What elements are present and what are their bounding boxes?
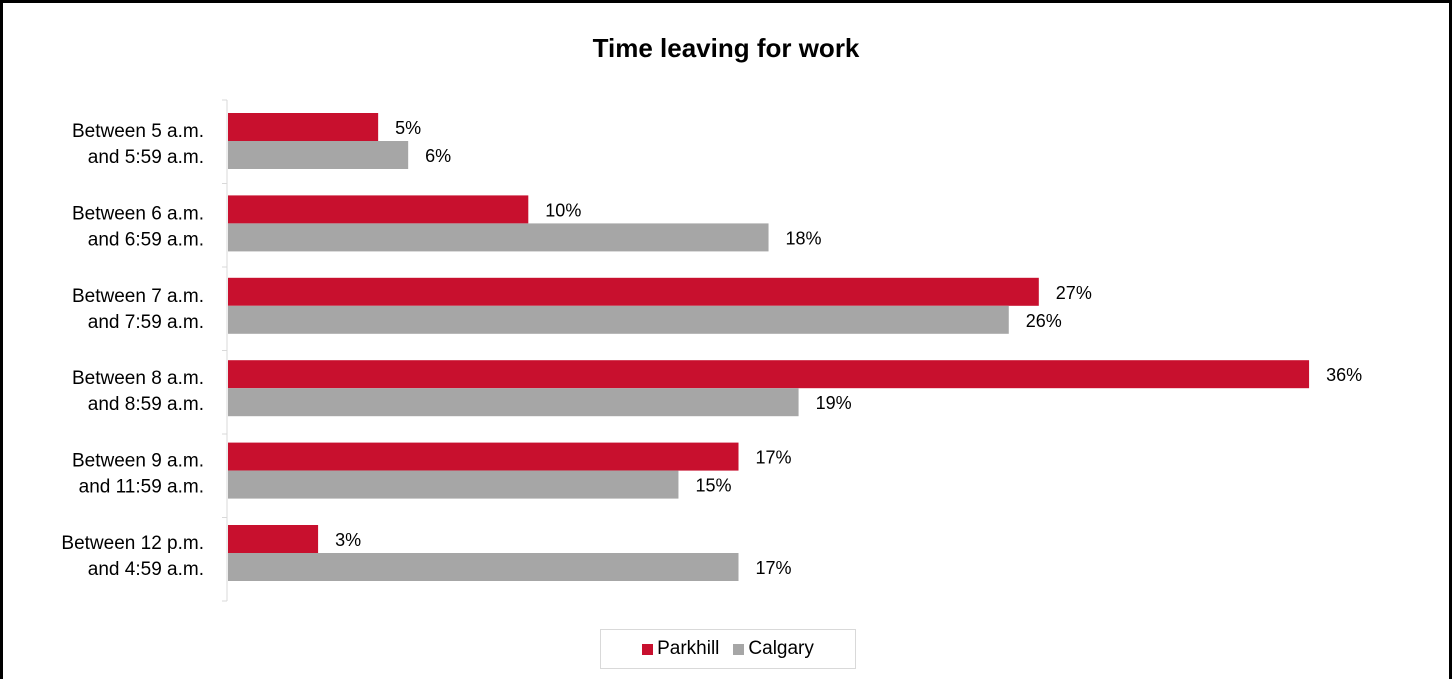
data-label: 17% — [756, 448, 792, 468]
data-label: 27% — [1056, 283, 1092, 303]
legend-swatch-calgary — [733, 643, 745, 655]
category-label-line: Between 7 a.m. — [72, 286, 204, 307]
data-label: 3% — [335, 530, 361, 550]
category-label: Between 9 a.m. and 11:59 a.m. — [72, 451, 204, 498]
category-label-line: Between 6 a.m. — [72, 203, 204, 224]
data-label: 5% — [395, 118, 421, 138]
bar-calgary — [228, 470, 679, 499]
data-label: 10% — [545, 200, 581, 220]
data-label: 26% — [1026, 311, 1062, 331]
legend-item-calgary: Calgary — [733, 638, 814, 660]
category-label-line: and 4:59 a.m. — [88, 559, 204, 580]
category-label-line: Between 9 a.m. — [72, 451, 204, 472]
category-label: Between 8 a.m. and 8:59 a.m. — [72, 368, 204, 415]
bar-calgary — [228, 223, 769, 252]
category-label-line: and 8:59 a.m. — [88, 394, 204, 415]
bar-parkhill — [228, 195, 529, 224]
bar-calgary — [228, 305, 1009, 334]
bar-parkhill — [228, 360, 1310, 389]
bar-calgary — [228, 141, 409, 169]
data-label: 6% — [425, 146, 451, 166]
bar-parkhill — [228, 525, 319, 553]
bar-calgary — [228, 388, 799, 417]
data-label: 17% — [756, 558, 792, 578]
data-label: 19% — [816, 393, 852, 413]
category-label-line: and 6:59 a.m. — [88, 229, 204, 250]
category-label: Between 12 p.m. and 4:59 a.m. — [61, 533, 204, 580]
category-label-line: Between 5 a.m. — [72, 121, 204, 142]
category-label-line: and 11:59 a.m. — [79, 477, 204, 498]
legend-item-parkhill: Parkhill — [642, 638, 719, 660]
legend-swatch-parkhill — [642, 643, 654, 655]
category-label: Between 5 a.m. and 5:59 a.m. — [72, 121, 204, 168]
bar-calgary — [228, 553, 739, 581]
category-label-line: Between 12 p.m. — [61, 533, 204, 554]
category-label-line: and 7:59 a.m. — [88, 312, 204, 333]
legend-label-calgary: Calgary — [748, 638, 814, 659]
bar-parkhill — [228, 442, 739, 471]
category-label-line: and 5:59 a.m. — [88, 147, 204, 168]
legend-label-parkhill: Parkhill — [657, 638, 720, 659]
data-label: 15% — [695, 476, 731, 496]
bar-parkhill — [228, 113, 379, 141]
data-label: 36% — [1326, 365, 1362, 385]
bar-chart: Between 5 a.m. and 5:59 a.m. 5%6% Between 6… — [61, 99, 1362, 602]
chart-title: Time leaving for work — [592, 33, 860, 63]
category-label: Between 7 a.m. and 7:59 a.m. — [72, 286, 204, 333]
data-label: 18% — [786, 228, 822, 248]
category-label: Between 6 a.m. and 6:59 a.m. — [72, 203, 204, 250]
category-label-line: Between 8 a.m. — [72, 368, 204, 389]
bar-parkhill — [228, 277, 1039, 306]
legend: Parkhill Calgary — [600, 629, 856, 669]
